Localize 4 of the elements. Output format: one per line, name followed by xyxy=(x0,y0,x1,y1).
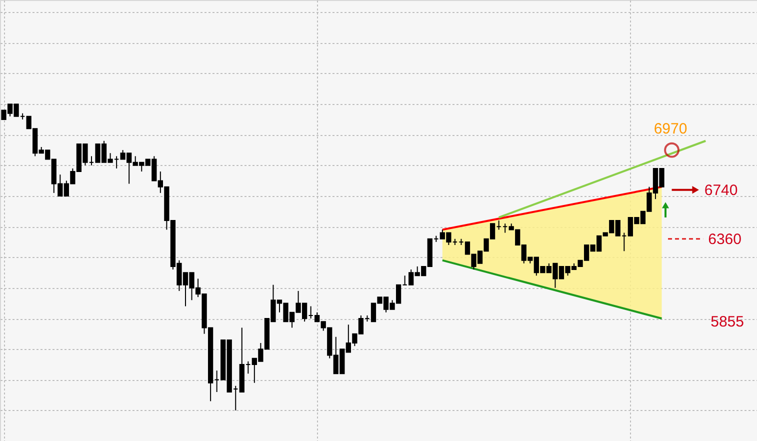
annotation: 5855 xyxy=(710,314,744,331)
annotation: 6360 xyxy=(708,230,742,248)
annotation: 6970 xyxy=(654,120,688,138)
annotation: 6740 xyxy=(704,182,738,199)
